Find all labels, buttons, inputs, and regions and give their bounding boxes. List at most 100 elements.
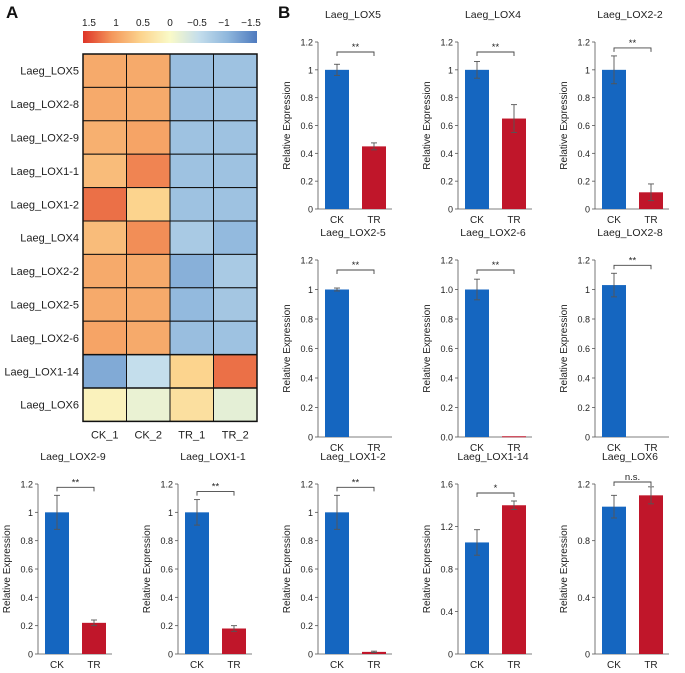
heatmap-cell: [213, 53, 258, 88]
chart-title: Laeg_LOX2-6: [460, 227, 526, 239]
y-axis-label: Relative Expression: [559, 304, 570, 392]
y-axis-label: Relative Expression: [282, 525, 293, 613]
y-tick-label: 1.2: [577, 480, 590, 490]
bar-tr: [502, 118, 526, 209]
heatmap-cell: [169, 387, 214, 422]
x-tick-label: TR: [367, 660, 380, 671]
colorbar-tick-label: −1: [218, 18, 230, 29]
y-axis-label: Relative Expression: [142, 525, 153, 613]
heatmap-cell: [82, 86, 127, 122]
y-tick-label: 0.2: [20, 621, 33, 631]
significance-label: **: [492, 42, 500, 53]
x-tick-label: TR: [644, 660, 657, 671]
y-tick-label: 0.4: [440, 607, 453, 617]
significance-bracket: [196, 491, 235, 496]
heatmap-row-label: Laeg_LOX1-1: [11, 166, 80, 178]
significance-bracket: [476, 51, 515, 56]
significance-label: **: [352, 260, 360, 271]
heatmap-cell: [213, 253, 258, 289]
y-tick-label: 0.0: [440, 433, 453, 443]
y-tick-label: 1: [448, 65, 453, 75]
bar-chart: Laeg_LOX2-2 Relative Expression 0 0.2 0.4 0.6…: [559, 9, 669, 226]
y-tick-label: 0.2: [300, 177, 313, 187]
y-tick-label: 0.4: [160, 593, 173, 603]
y-axis-label: Relative Expression: [422, 525, 433, 613]
y-axis-label: Relative Expression: [422, 81, 433, 169]
y-tick-label: 1.2: [577, 38, 590, 48]
y-tick-label: 0.8: [300, 93, 313, 103]
y-tick-label: 0.6: [160, 565, 173, 575]
x-tick-label: CK: [470, 443, 484, 454]
bar-chart: Laeg_LOX6 Relative Expression 0 0.4 0.8 1.2 CK…: [559, 451, 669, 671]
heatmap-row-label: Laeg_LOX2-9: [11, 133, 80, 145]
x-tick-label: TR: [644, 215, 657, 226]
y-tick-label: 1.2: [577, 256, 590, 266]
colorbar-tick-label: −0.5: [187, 18, 207, 29]
x-tick-label: TR: [87, 660, 100, 671]
y-axis-label: Relative Expression: [422, 304, 433, 392]
heatmap-outline: [82, 53, 258, 423]
y-tick-label: 1.6: [440, 480, 453, 490]
y-tick-label: 0.2: [440, 177, 453, 187]
colorbar: [83, 31, 257, 43]
panel-a-label: A: [6, 3, 18, 22]
heatmap-cell: [213, 86, 258, 122]
heatmap-cell: [169, 354, 214, 389]
x-tick-label: TR: [227, 660, 240, 671]
bar-chart: Laeg_LOX1-1 Relative Expression 0 0.2 0.4 0.6…: [142, 451, 252, 671]
x-tick-label: CK: [607, 660, 621, 671]
y-axis-label: Relative Expression: [282, 81, 293, 169]
heatmap-cell: [126, 53, 171, 88]
heatmap-cell: [82, 287, 127, 322]
bar-ck: [325, 289, 349, 437]
bar-ck: [185, 512, 209, 654]
heatmap-cell: [213, 120, 258, 155]
y-tick-label: 0.6: [440, 121, 453, 131]
bar-ck: [465, 542, 489, 654]
bar-ck: [325, 69, 349, 209]
y-tick-label: 0.6: [577, 344, 590, 354]
significance-label: **: [352, 42, 360, 53]
x-tick-label: CK: [607, 215, 621, 226]
heatmap-cell: [169, 53, 214, 88]
heatmap-cell: [82, 387, 127, 422]
y-tick-label: 0: [28, 650, 33, 660]
heatmap-cell: [82, 53, 127, 88]
x-tick-label: TR: [367, 443, 380, 454]
bar-tr: [362, 146, 386, 209]
y-tick-label: 0.6: [440, 344, 453, 354]
chart-title: Laeg_LOX2-8: [597, 227, 663, 239]
significance-bracket: [476, 269, 515, 274]
significance-label: **: [629, 255, 637, 266]
significance-bracket: [56, 486, 95, 492]
heatmap-cell: [82, 187, 127, 222]
heatmap-row-label: Laeg_LOX2-6: [11, 333, 80, 345]
y-tick-label: 0.2: [160, 621, 173, 631]
significance-label: *: [494, 483, 498, 494]
y-tick-label: 1.2: [440, 256, 453, 266]
heatmap-row-label: Laeg_LOX6: [20, 400, 79, 412]
y-tick-label: 1.0: [440, 285, 453, 295]
y-tick-label: 1: [308, 285, 313, 295]
heatmap-cell: [82, 220, 127, 255]
significance-bracket: [336, 51, 375, 56]
y-tick-label: 0.2: [440, 403, 453, 413]
bar-tr: [82, 622, 106, 654]
significance-bracket: [613, 481, 652, 486]
bar-chart: Laeg_LOX2-8 Relative Expression 0 0.2 0.4 0.6…: [559, 227, 669, 454]
chart-title: Laeg_LOX1-1: [180, 451, 246, 463]
bar-ck: [45, 512, 69, 654]
y-tick-label: 0.4: [577, 593, 590, 603]
x-tick-label: CK: [330, 660, 344, 671]
bar-chart: Laeg_LOX1-14 Relative Expression 0 0.4 0.8 1.…: [422, 451, 532, 671]
heatmap-cell: [213, 153, 258, 189]
significance-label: **: [72, 477, 80, 488]
significance-label: n.s.: [625, 472, 640, 483]
heatmap-row-label: Laeg_LOX1-14: [4, 366, 79, 378]
y-tick-label: 0.6: [20, 565, 33, 575]
bar-ck: [602, 285, 626, 437]
y-tick-label: 1: [168, 508, 173, 518]
bar-tr: [502, 436, 526, 438]
y-tick-label: 0.8: [440, 565, 453, 575]
chart-title: Laeg_LOX6: [602, 451, 658, 463]
